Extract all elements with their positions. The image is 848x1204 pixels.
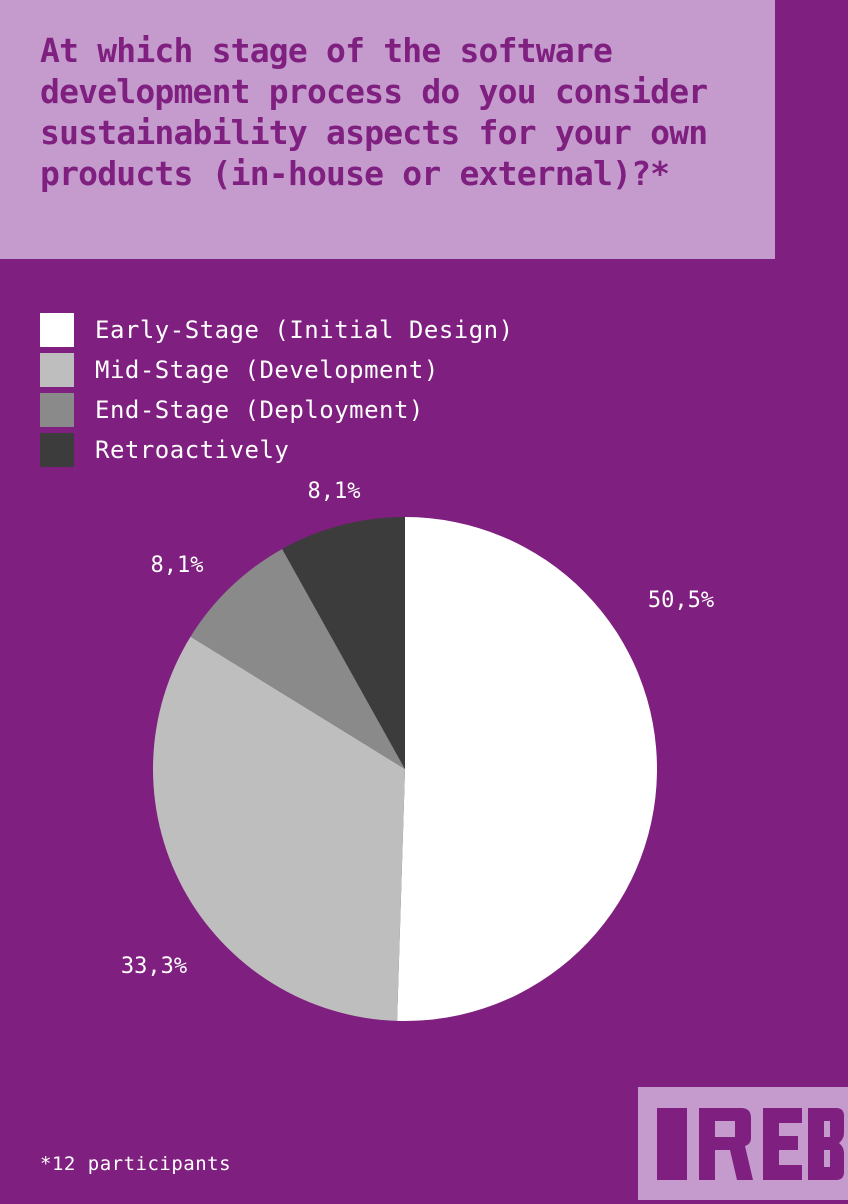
legend: Early-Stage (Initial Design) Mid-Stage (… (40, 310, 514, 470)
title-panel: At which stage of the software developme… (0, 0, 775, 259)
pie-slice-retroactively (282, 517, 405, 769)
legend-swatch-mid-stage (40, 353, 74, 387)
pie-label-retroactively: 8,1% (308, 479, 361, 504)
legend-item-retroactively: Retroactively (40, 430, 514, 470)
legend-label-end-stage: End-Stage (Deployment) (95, 396, 424, 424)
legend-label-retroactively: Retroactively (95, 436, 290, 464)
pie-slice-early-stage (397, 517, 657, 1021)
legend-swatch-early-stage (40, 313, 74, 347)
pie-slice-end-stage (190, 548, 405, 769)
legend-item-early-stage: Early-Stage (Initial Design) (40, 310, 514, 350)
pie-label-early-stage: 50,5% (648, 588, 714, 613)
legend-swatch-retroactively (40, 433, 74, 467)
chart-title: At which stage of the software developme… (40, 31, 708, 193)
legend-label-early-stage: Early-Stage (Initial Design) (95, 316, 514, 344)
legend-item-end-stage: End-Stage (Deployment) (40, 390, 514, 430)
legend-item-mid-stage: Mid-Stage (Development) (40, 350, 514, 390)
legend-label-mid-stage: Mid-Stage (Development) (95, 356, 439, 384)
pie-label-end-stage: 8,1% (151, 553, 204, 578)
ireb-logo-mark (657, 1108, 844, 1180)
legend-swatch-end-stage (40, 393, 74, 427)
ireb-logo (638, 1087, 848, 1200)
footnote: *12 participants (40, 1153, 232, 1175)
pie-label-mid-stage: 33,3% (121, 954, 187, 979)
pie-slice-mid-stage (153, 636, 405, 1021)
